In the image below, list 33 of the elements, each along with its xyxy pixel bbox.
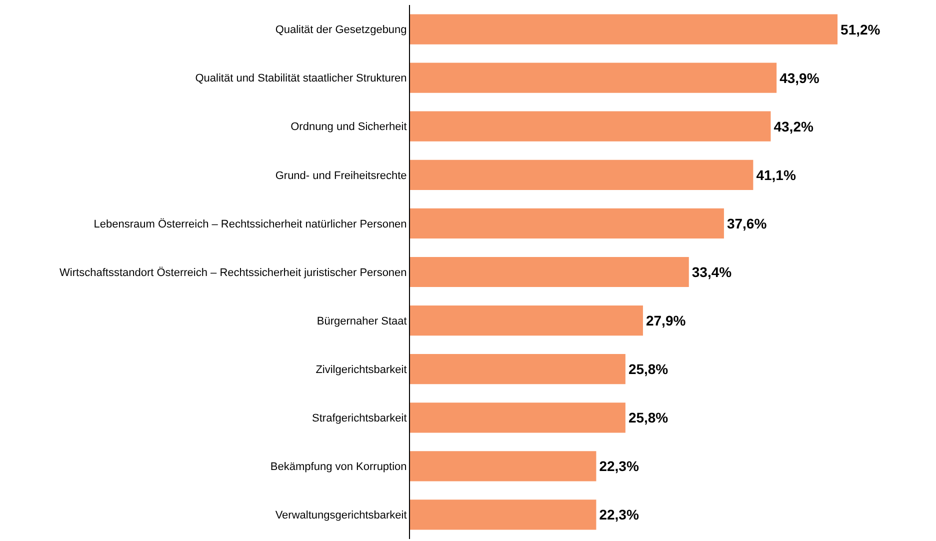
data-label: 22,3% (599, 506, 640, 523)
data-label: 22,3% (599, 458, 640, 474)
y-tick-label: Grund- und Freiheitsrechte (275, 170, 407, 182)
y-tick-label: Ordnung und Sicherheit (290, 121, 407, 134)
bar (410, 160, 754, 190)
bar (410, 14, 838, 44)
bar (410, 208, 724, 238)
data-label: 33,4% (692, 264, 732, 280)
data-label: 43,9% (780, 70, 820, 86)
bar (410, 306, 643, 336)
data-label: 25,8% (628, 361, 669, 378)
y-tick-label: Bürgernaher Staat (316, 315, 407, 328)
bar (410, 256, 689, 288)
data-label: 51,2% (840, 21, 881, 38)
data-label: 27,9% (646, 312, 686, 329)
y-tick-label: Verwaltungsgerichtsbarkeit (275, 510, 407, 522)
y-tick-label: Wirtschaftsstandort Österreich – Rechtssicherheit juristischer Personen (60, 266, 407, 279)
bar (410, 62, 777, 93)
data-label: 37,6% (726, 215, 768, 232)
data-label: 43,2% (774, 118, 814, 134)
data-label: 41,1% (756, 166, 796, 183)
bar (410, 451, 596, 482)
y-tick-label: Zivilgerichtsbarkeit (316, 364, 407, 376)
y-tick-label: Qualität der Gesetzgebung (275, 24, 407, 36)
bar (410, 111, 771, 142)
bar (410, 354, 626, 384)
y-tick-label: Qualität und Stabilität staatlicher Strukturen (195, 72, 407, 85)
data-label: 25,8% (628, 410, 669, 426)
bar (410, 402, 626, 433)
y-tick-label: Strafgerichtsbarkeit (312, 412, 407, 424)
bar (410, 500, 596, 530)
y-tick-label: Lebensraum Österreich – Rechtssicherheit natürlicher Personen (94, 217, 407, 230)
y-tick-label: Bekämpfung von Korruption (270, 461, 407, 474)
